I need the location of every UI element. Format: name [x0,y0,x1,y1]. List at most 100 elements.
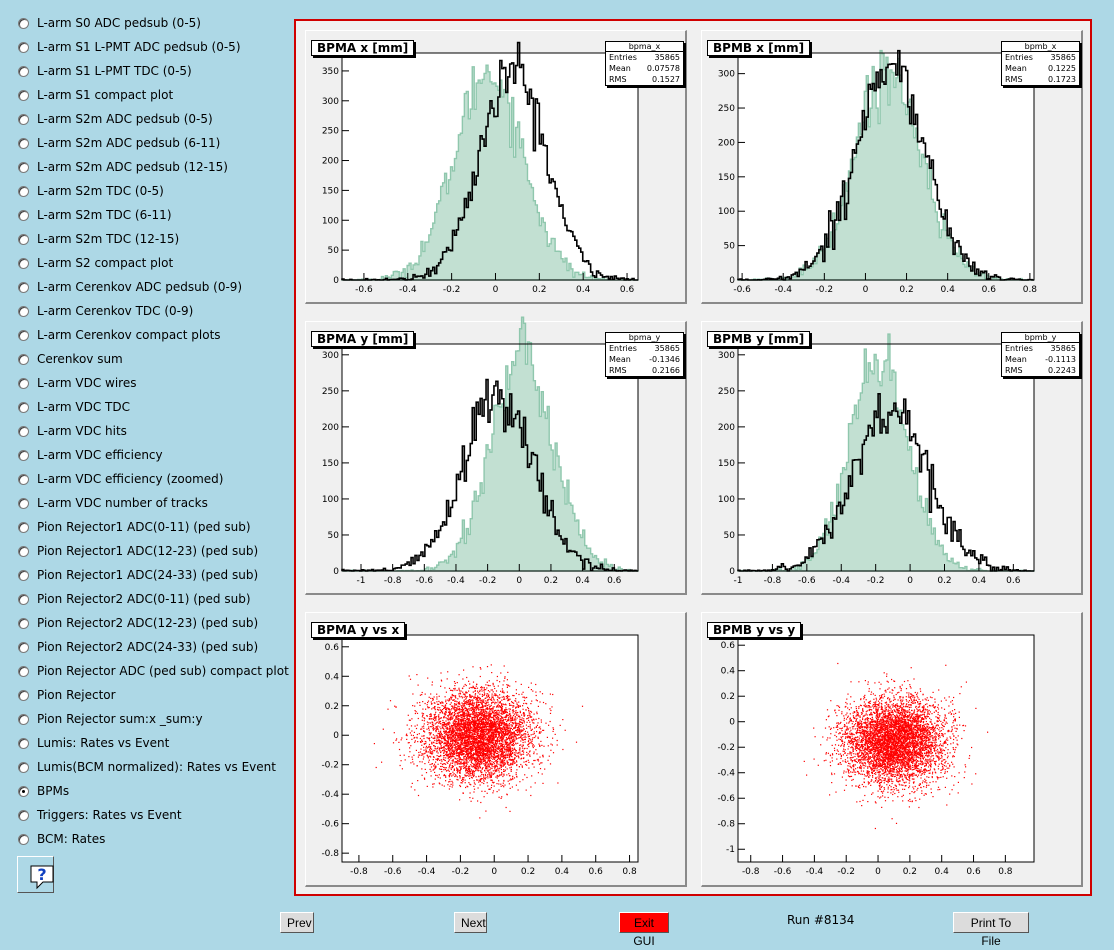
radio-button[interactable] [18,762,29,773]
scatter-point [456,704,457,705]
scatter-point [480,781,481,782]
radio-item[interactable]: L-arm S2m ADC pedsub (0-5) [18,109,213,129]
radio-item[interactable]: Pion Rejector [18,685,116,705]
radio-button[interactable] [18,234,29,245]
radio-item[interactable]: L-arm S2m TDC (12-15) [18,229,179,249]
radio-button[interactable] [18,162,29,173]
x-tick-label: -0.6 [355,285,373,295]
radio-button[interactable] [18,474,29,485]
radio-item[interactable]: L-arm S2m TDC (6-11) [18,205,172,225]
radio-button[interactable] [18,786,29,797]
radio-button[interactable] [18,738,29,749]
scatter-point [491,765,492,766]
radio-button[interactable] [18,834,29,845]
scatter-point [508,717,509,718]
scatter-point [540,728,541,729]
radio-button[interactable] [18,570,29,581]
radio-button[interactable] [18,354,29,365]
scatter-point [424,753,425,754]
radio-item[interactable]: L-arm Cerenkov compact plots [18,325,221,345]
radio-item[interactable]: L-arm S2m TDC (0-5) [18,181,164,201]
radio-item[interactable]: Pion Rejector2 ADC(0-11) (ped sub) [18,589,251,609]
radio-button[interactable] [18,114,29,125]
scatter-point [505,719,506,720]
radio-button[interactable] [18,618,29,629]
scatter-point [481,791,482,792]
radio-button[interactable] [18,42,29,53]
help-button[interactable]: ? [17,856,54,893]
scatter-point [412,705,413,706]
radio-item[interactable]: L-arm VDC wires [18,373,136,393]
radio-button[interactable] [18,402,29,413]
scatter-point [490,720,491,721]
scatter-point [521,729,522,730]
radio-button[interactable] [18,378,29,389]
radio-button[interactable] [18,186,29,197]
radio-button[interactable] [18,522,29,533]
radio-button[interactable] [18,138,29,149]
scatter-point [533,760,534,761]
radio-button[interactable] [18,714,29,725]
radio-item[interactable]: Pion Rejector1 ADC(24-33) (ped sub) [18,565,258,585]
scatter-point [428,701,429,702]
radio-button[interactable] [18,594,29,605]
scatter-point [442,727,443,728]
radio-button[interactable] [18,306,29,317]
radio-button[interactable] [18,642,29,653]
radio-item[interactable]: L-arm S0 ADC pedsub (0-5) [18,13,201,33]
scatter-point [447,715,448,716]
scatter-point [421,745,422,746]
radio-button[interactable] [18,210,29,221]
radio-item[interactable]: Lumis(BCM normalized): Rates vs Event [18,757,276,777]
radio-button[interactable] [18,810,29,821]
radio-button[interactable] [18,666,29,677]
scatter-point [447,784,448,785]
radio-item[interactable]: BPMs [18,781,69,801]
radio-button[interactable] [18,426,29,437]
radio-button[interactable] [18,450,29,461]
radio-item[interactable]: L-arm Cerenkov TDC (0-9) [18,301,193,321]
radio-item[interactable]: Pion Rejector ADC (ped sub) compact plot [18,661,289,681]
radio-item[interactable]: Triggers: Rates vs Event [18,805,182,825]
radio-button[interactable] [18,258,29,269]
radio-item[interactable]: L-arm S1 L-PMT TDC (0-5) [18,61,192,81]
radio-item[interactable]: Pion Rejector2 ADC(12-23) (ped sub) [18,613,258,633]
radio-item[interactable]: Lumis: Rates vs Event [18,733,169,753]
scatter-point [454,764,455,765]
scatter-point [520,744,521,745]
radio-button[interactable] [18,282,29,293]
radio-item[interactable]: Pion Rejector1 ADC(12-23) (ped sub) [18,541,258,561]
radio-item[interactable]: Cerenkov sum [18,349,123,369]
scatter-point [484,746,485,747]
radio-item[interactable]: L-arm S2m ADC pedsub (12-15) [18,157,228,177]
radio-item[interactable]: Pion Rejector sum:x _sum:y [18,709,203,729]
radio-item[interactable]: L-arm S1 compact plot [18,85,173,105]
radio-item[interactable]: L-arm Cerenkov ADC pedsub (0-9) [18,277,242,297]
scatter-point [501,703,502,704]
radio-item[interactable]: L-arm VDC number of tracks [18,493,208,513]
radio-item[interactable]: Pion Rejector1 ADC(0-11) (ped sub) [18,517,251,537]
radio-item[interactable]: L-arm S2m ADC pedsub (6-11) [18,133,220,153]
scatter-point [473,696,474,697]
radio-item[interactable]: L-arm VDC efficiency [18,445,163,465]
radio-button[interactable] [18,330,29,341]
radio-button[interactable] [18,546,29,557]
scatter-point [474,765,475,766]
scatter-point [464,705,465,706]
radio-item[interactable]: L-arm S2 compact plot [18,253,173,273]
radio-button[interactable] [18,690,29,701]
scatter-point [448,739,449,740]
radio-item[interactable]: L-arm VDC efficiency (zoomed) [18,469,223,489]
scatter-point [518,734,519,735]
radio-button[interactable] [18,18,29,29]
radio-item[interactable]: Pion Rejector2 ADC(24-33) (ped sub) [18,637,258,657]
radio-button[interactable] [18,498,29,509]
radio-button[interactable] [18,90,29,101]
scatter-point [474,702,475,703]
scatter-point [478,745,479,746]
radio-item[interactable]: BCM: Rates [18,829,105,849]
radio-item[interactable]: L-arm VDC hits [18,421,127,441]
radio-item[interactable]: L-arm VDC TDC [18,397,130,417]
radio-item[interactable]: L-arm S1 L-PMT ADC pedsub (0-5) [18,37,241,57]
radio-button[interactable] [18,66,29,77]
